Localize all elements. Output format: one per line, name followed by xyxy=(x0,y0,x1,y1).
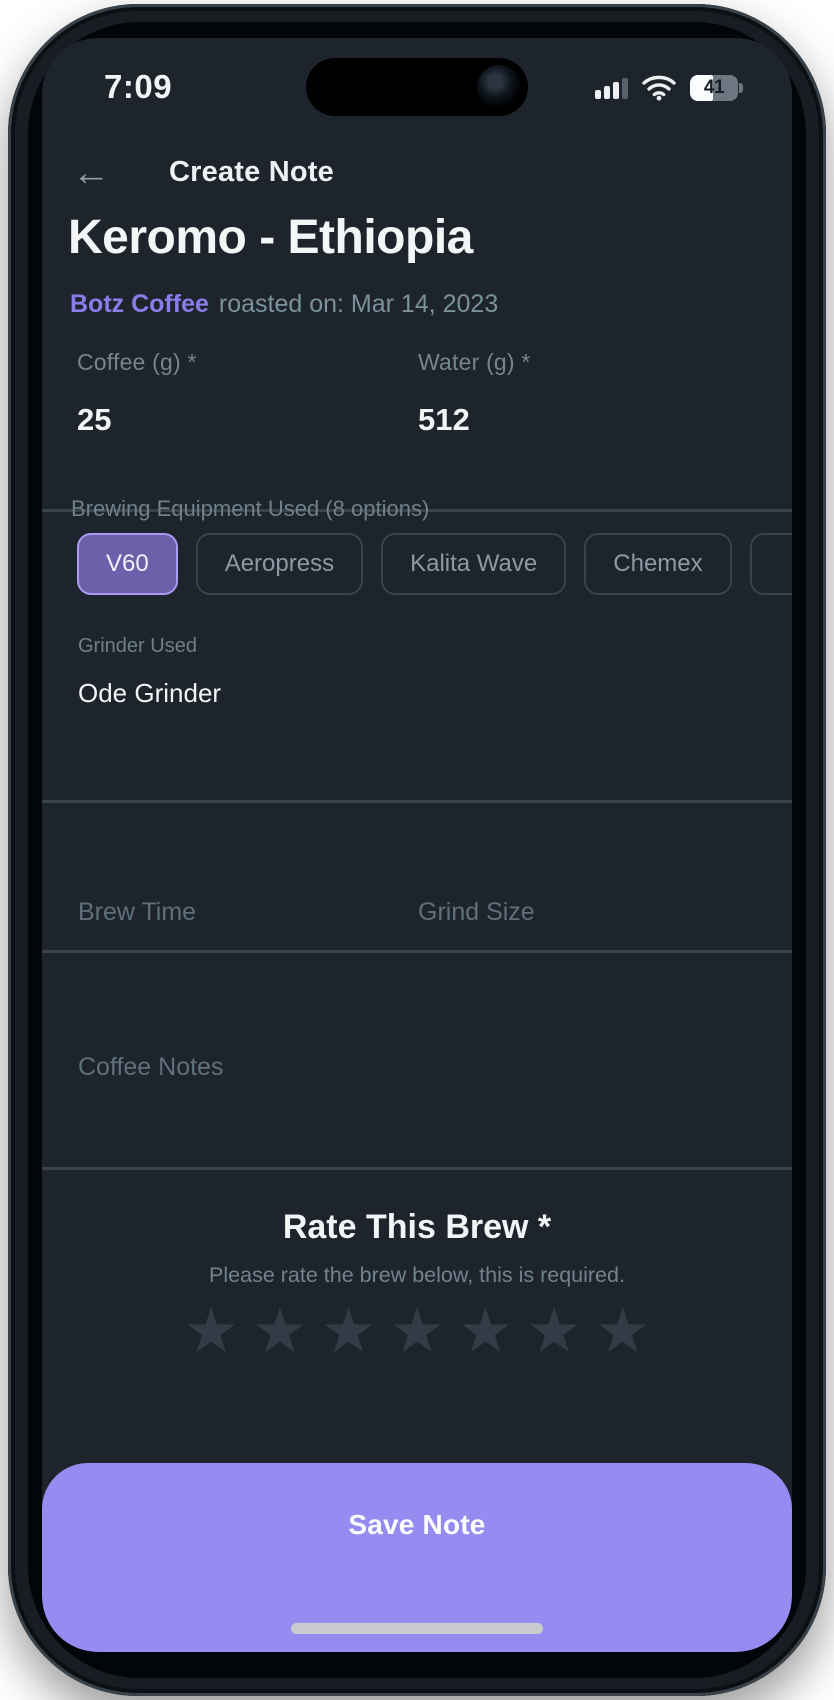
status-time: 7:09 xyxy=(104,68,173,105)
roast-info-row: Botz Coffee roasted on: Mar 14, 2023 xyxy=(70,290,498,319)
phone-frame: 7:09 41 xyxy=(8,4,826,1696)
coffee-label: Coffee (g) * xyxy=(77,349,197,375)
back-arrow-icon: ← xyxy=(72,152,110,194)
coffee-notes-field[interactable]: Coffee Notes xyxy=(78,1053,224,1081)
star-icon[interactable]: ★ xyxy=(594,1294,651,1367)
home-indicator[interactable] xyxy=(291,1623,543,1634)
save-note-button[interactable]: Save Note xyxy=(42,1463,792,1652)
rating-title: Rate This Brew * xyxy=(282,1208,552,1246)
back-button[interactable]: ← xyxy=(72,152,122,196)
battery-nub xyxy=(739,83,743,93)
chip-v60[interactable]: V60 xyxy=(77,533,178,595)
divider xyxy=(42,800,792,803)
battery-fill xyxy=(690,75,714,101)
chip-aeropress[interactable]: Aeropress xyxy=(195,533,364,595)
rating-star-row: ★ ★ ★ ★ ★ ★ ★ xyxy=(42,1296,792,1366)
water-input[interactable]: 512 xyxy=(418,402,470,437)
divider xyxy=(42,950,792,953)
coffee-input[interactable]: 25 xyxy=(77,402,112,437)
wifi-icon xyxy=(642,75,676,101)
note-title: Keromo - Ethiopia xyxy=(68,211,473,264)
star-icon[interactable]: ★ xyxy=(252,1294,308,1367)
brew-time-field[interactable]: Brew Time xyxy=(78,898,197,926)
page-title: Create Note xyxy=(169,156,334,188)
dynamic-island xyxy=(306,58,528,116)
star-icon[interactable]: ★ xyxy=(389,1294,445,1367)
save-note-label: Save Note xyxy=(348,1509,486,1540)
front-camera-icon xyxy=(477,65,521,109)
star-icon[interactable]: ★ xyxy=(457,1294,514,1367)
chip-kalita-wave[interactable]: Kalita Wave xyxy=(381,533,567,595)
roasted-on-text: roasted on: Mar 14, 2023 xyxy=(218,290,499,318)
battery-percent: 41 xyxy=(703,77,725,98)
status-icons: 41 xyxy=(595,74,743,102)
star-icon[interactable]: ★ xyxy=(320,1294,377,1367)
chip-chemex[interactable]: Chemex xyxy=(584,533,732,595)
chip-partial[interactable] xyxy=(749,533,792,595)
equipment-chip-row: V60 Aeropress Kalita Wave Chemex xyxy=(77,533,792,595)
phone-screen: 7:09 41 xyxy=(42,38,792,1652)
star-icon[interactable]: ★ xyxy=(526,1294,582,1367)
grinder-input[interactable]: Ode Grinder xyxy=(78,678,222,708)
signal-icon xyxy=(595,77,628,99)
equipment-label: Brewing Equipment Used (8 options) xyxy=(71,496,430,521)
rating-subtitle: Please rate the brew below, this is requ… xyxy=(209,1263,625,1287)
star-icon[interactable]: ★ xyxy=(183,1294,240,1367)
grind-size-field[interactable]: Grind Size xyxy=(418,898,535,926)
grinder-label: Grinder Used xyxy=(78,635,197,657)
divider xyxy=(42,509,792,512)
divider xyxy=(42,1167,792,1170)
roaster-link[interactable]: Botz Coffee xyxy=(70,290,209,318)
battery-icon: 41 xyxy=(690,75,743,101)
water-label: Water (g) * xyxy=(418,349,531,375)
